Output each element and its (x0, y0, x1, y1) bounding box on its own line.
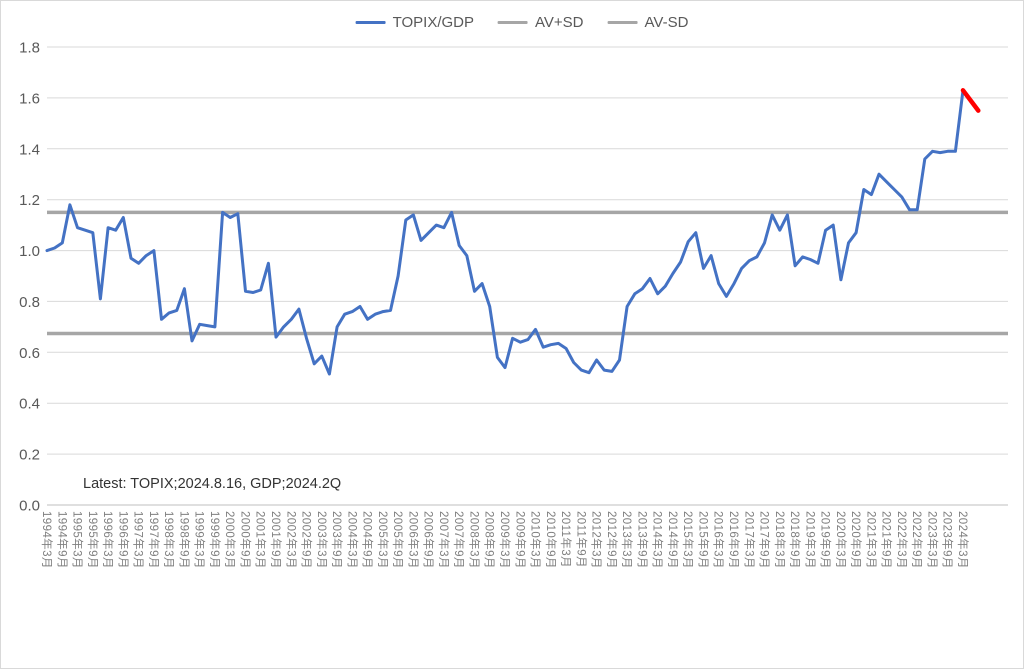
x-tick-label: 1996年3月 (101, 511, 115, 569)
x-tick-label: 2011年9月 (574, 511, 588, 568)
x-tick-label: 1999年3月 (193, 511, 207, 569)
x-tick-label: 2007年9月 (452, 511, 466, 569)
x-tick-label: 2021年9月 (880, 511, 894, 569)
y-tick-label: 0.0 (19, 498, 40, 515)
y-tick-label: 1.8 (19, 40, 40, 57)
x-tick-label: 2023年3月 (926, 511, 940, 569)
y-tick-label: 1.0 (19, 243, 40, 260)
legend-label-av-minus-sd: AV-SD (644, 14, 689, 31)
x-tick-label: 1994年9月 (55, 511, 69, 569)
latest-annotation: Latest: TOPIX;2024.8.16, GDP;2024.2Q (83, 476, 342, 492)
y-tick-label: 1.6 (19, 90, 40, 107)
x-tick-label: 2020年3月 (834, 511, 848, 569)
legend-line-swatch-topix-gdp (355, 21, 386, 24)
x-tick-label: 2018年3月 (773, 511, 787, 569)
x-tick-label: 2008年9月 (483, 511, 497, 569)
x-tick-label: 2009年9月 (513, 511, 527, 569)
x-tick-label: 2003年9月 (330, 511, 344, 569)
x-tick-label: 2008年3月 (468, 511, 482, 569)
legend-item-topix-gdp: TOPIX/GDP (355, 14, 475, 31)
x-tick-label: 2001年9月 (269, 511, 283, 569)
x-tick-label: 1998年9月 (177, 511, 191, 569)
x-tick-label: 2013年9月 (635, 511, 649, 569)
x-tick-label: 2024年3月 (956, 511, 970, 569)
x-tick-label: 2005年9月 (391, 511, 405, 569)
legend-label-av-plus-sd: AV+SD (535, 14, 584, 31)
x-tick-label: 2005年3月 (376, 511, 390, 569)
x-tick-label: 2006年3月 (406, 511, 420, 569)
x-tick-label: 2009年3月 (498, 511, 512, 569)
x-tick-label: 2022年9月 (910, 511, 924, 569)
x-tick-label: 1995年9月 (86, 511, 100, 569)
y-tick-label: 0.4 (19, 396, 40, 413)
y-axis-labels: 0.0 0.2 0.4 0.6 0.8 1.0 1.2 1.4 1.6 1.8 (19, 40, 40, 515)
x-tick-label: 1997年3月 (132, 511, 146, 569)
x-tick-label: 2016年9月 (727, 511, 741, 569)
x-tick-label: 2000年9月 (239, 511, 253, 569)
x-tick-label: 2010年3月 (529, 511, 543, 569)
x-tick-label: 2017年3月 (742, 511, 756, 569)
latest-red-segment (960, 88, 981, 113)
legend-label-topix-gdp: TOPIX/GDP (392, 14, 475, 31)
y-tick-label: 0.8 (19, 294, 40, 311)
x-tick-label: 2023年9月 (941, 511, 955, 569)
x-tick-label: 2017年9月 (758, 511, 772, 569)
x-tick-label: 1997年9月 (147, 511, 161, 569)
legend-item-av-minus-sd: AV-SD (607, 14, 689, 31)
topix-gdp-line (45, 88, 965, 376)
x-tick-label: 2012年3月 (590, 511, 604, 569)
x-tick-label: 2006年9月 (422, 511, 436, 569)
x-tick-label: 2016年3月 (712, 511, 726, 569)
legend-line-swatch-av-plus-sd (498, 21, 529, 24)
x-tick-label: 1999年9月 (208, 511, 222, 569)
y-tick-label: 0.6 (19, 345, 40, 362)
x-tick-label: 2022年3月 (895, 511, 909, 569)
x-tick-label: 2000年3月 (223, 511, 237, 569)
x-tick-label: 2002年3月 (284, 511, 298, 569)
x-tick-label: 2018年9月 (788, 511, 802, 569)
x-tick-label: 2002年9月 (300, 511, 314, 569)
x-tick-label: 2012年9月 (605, 511, 619, 569)
x-tick-label: 2020年9月 (849, 511, 863, 569)
x-tick-label: 2014年3月 (651, 511, 665, 569)
x-tick-label: 2013年3月 (620, 511, 634, 569)
x-tick-label: 2014年9月 (666, 511, 680, 569)
x-tick-label: 2001年3月 (254, 511, 268, 569)
x-tick-label: 2003年3月 (315, 511, 329, 569)
x-tick-label: 2007年3月 (437, 511, 451, 569)
x-tick-label: 1995年3月 (71, 511, 85, 569)
x-tick-label: 1994年3月 (40, 511, 54, 569)
chart-legend: TOPIX/GDP AV+SD AV-SD (355, 14, 689, 31)
gridlines (47, 46, 1008, 506)
y-tick-label: 0.2 (19, 447, 40, 464)
x-tick-label: 1998年3月 (162, 511, 176, 569)
x-tick-label: 2019年3月 (803, 511, 817, 569)
x-tick-label: 1996年9月 (116, 511, 130, 569)
x-tick-label: 2011年3月 (559, 511, 573, 568)
y-tick-label: 1.4 (19, 141, 40, 158)
x-axis-labels: 1994年3月 1994年9月 1995年3月 1995年9月 1996年3月 1996年… (40, 511, 970, 569)
x-tick-label: 2021年3月 (864, 511, 878, 569)
x-tick-label: 2010年9月 (544, 511, 558, 569)
x-tick-label: 2004年3月 (345, 511, 359, 569)
legend-line-swatch-av-minus-sd (607, 21, 638, 24)
x-tick-label: 2004年9月 (361, 511, 375, 569)
x-tick-label: 2019年9月 (819, 511, 833, 569)
y-tick-label: 1.2 (19, 192, 40, 209)
x-tick-label: 2015年3月 (681, 511, 695, 569)
x-tick-label: 2015年9月 (697, 511, 711, 569)
legend-item-av-plus-sd: AV+SD (498, 14, 584, 31)
